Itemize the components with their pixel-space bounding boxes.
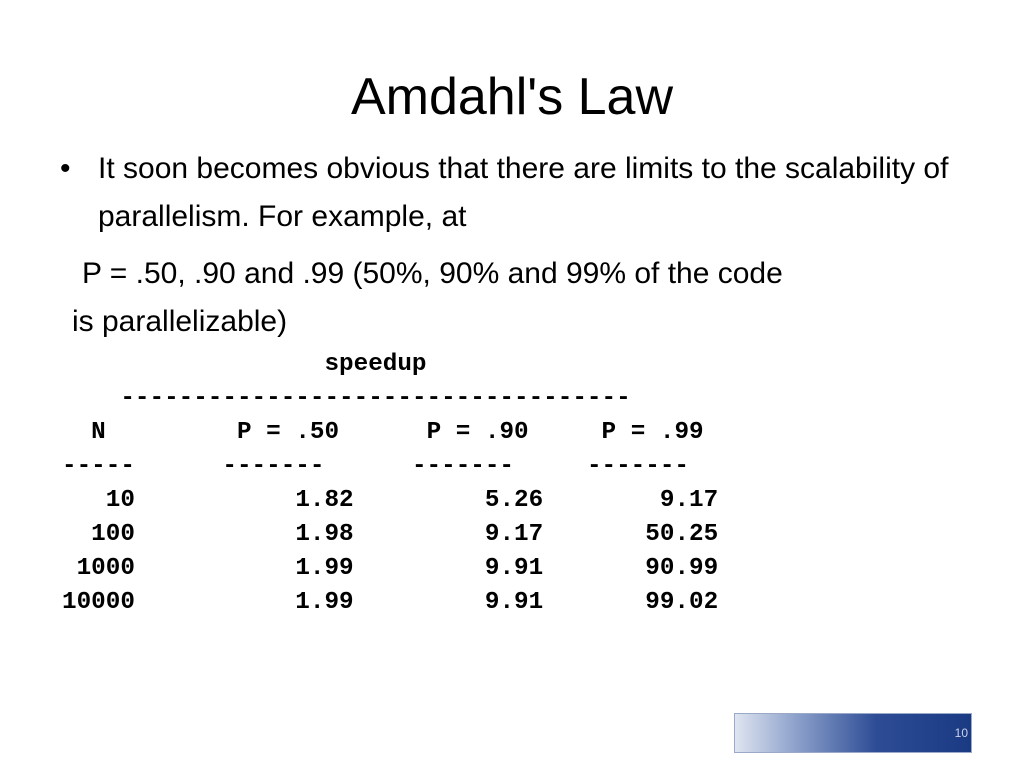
- column-header-p90: P = .90: [426, 419, 529, 446]
- table-rule-row: ----- ------- ------- -------: [62, 453, 689, 480]
- column-header-n: N: [91, 419, 106, 446]
- column-header-p50: P = .50: [237, 419, 340, 446]
- cell-p50: 1.99: [295, 589, 354, 616]
- cell-n: 10: [105, 487, 135, 514]
- table-row: 100 1.98 9.17 50.25: [62, 521, 718, 548]
- table-header-row: N P = .50 P = .90 P = .99: [62, 419, 704, 446]
- column-rule-p99: -------: [586, 453, 690, 480]
- note-line-2: is parallelizable): [72, 305, 288, 338]
- column-rule-n: -----: [62, 453, 135, 480]
- speedup-table: speedup --------------------------------…: [62, 348, 718, 620]
- cell-p50: 1.98: [295, 521, 354, 548]
- column-rule-p90: -------: [411, 453, 515, 480]
- cell-p99: 9.17: [659, 487, 719, 514]
- cell-p50: 1.82: [295, 487, 354, 514]
- page-number: 10: [954, 726, 968, 740]
- cell-p90: 5.26: [484, 487, 544, 514]
- cell-p50: 1.99: [295, 555, 354, 582]
- parallel-fraction-note: P = .50, .90 and .99 (50%, 90% and 99% o…: [72, 250, 952, 346]
- cell-p90: 9.91: [484, 555, 544, 582]
- table-group-header-row: speedup: [62, 351, 427, 378]
- cell-n: 10000: [62, 589, 135, 616]
- note-line-1: P = .50, .90 and .99 (50%, 90% and 99% o…: [82, 257, 783, 290]
- cell-p90: 9.17: [484, 521, 544, 548]
- table-row: 1000 1.99 9.91 90.99: [62, 555, 719, 582]
- cell-p99: 99.02: [645, 589, 719, 616]
- speedup-rule: -----------------------------------: [120, 385, 631, 412]
- bullet-text: It soon becomes obvious that there are l…: [98, 152, 949, 233]
- cell-p99: 50.25: [645, 521, 719, 548]
- column-rule-p50: -------: [222, 453, 325, 480]
- footer-bar: 10: [734, 713, 972, 753]
- column-header-p99: P = .99: [601, 419, 704, 446]
- cell-p99: 90.99: [645, 555, 719, 582]
- slide-title: Amdahl's Law: [350, 68, 674, 126]
- cell-n: 100: [91, 521, 135, 548]
- cell-n: 1000: [76, 555, 135, 582]
- bullet-icon: •: [60, 152, 71, 185]
- table-group-rule-row: -----------------------------------: [62, 385, 631, 412]
- table-row: 10 1.82 5.26 9.17: [62, 487, 718, 514]
- speedup-header: speedup: [324, 351, 427, 378]
- cell-p90: 9.91: [484, 589, 544, 616]
- table-row: 10000 1.99 9.91 99.02: [62, 589, 718, 616]
